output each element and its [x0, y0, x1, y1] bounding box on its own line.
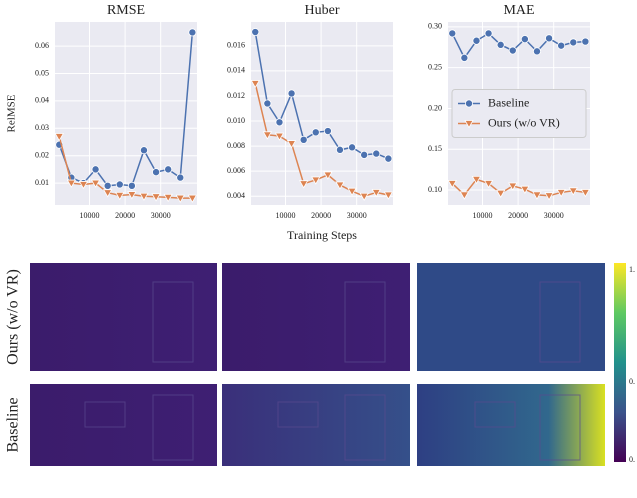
marker — [533, 48, 540, 55]
colorbar-label: 1. — [629, 265, 635, 274]
marker — [449, 30, 456, 37]
colorbar — [614, 263, 626, 462]
y-tick-label: 0.02 — [35, 151, 49, 160]
marker — [177, 174, 184, 181]
x-tick-label: 30000 — [544, 211, 564, 220]
marker — [165, 166, 172, 173]
chart-title: MAE — [503, 3, 534, 18]
y-tick-label: 0.25 — [428, 62, 442, 71]
marker — [582, 38, 589, 45]
y-tick-label: 0.008 — [227, 141, 245, 150]
chart-title: Huber — [305, 3, 340, 18]
chart-title: RMSE — [107, 3, 145, 18]
y-tick-label: 0.016 — [227, 41, 245, 50]
image — [222, 263, 410, 371]
marker — [465, 100, 472, 107]
marker — [373, 150, 380, 157]
y-tick-label: 0.05 — [35, 68, 49, 77]
row-label: Baseline — [5, 397, 22, 452]
x-axis-label: Training Steps — [287, 228, 357, 242]
marker — [252, 28, 259, 35]
marker — [92, 166, 99, 173]
marker — [521, 36, 528, 43]
x-tick-label: 20000 — [311, 211, 331, 220]
error-maps: Ours (w/o VR) Baseline 1. 0. 0. — [5, 263, 635, 466]
marker — [324, 127, 331, 134]
y-tick-label: 0.03 — [35, 123, 49, 132]
x-tick-label: 10000 — [473, 211, 493, 220]
chart: RMSE 0.01 0.02 0.03 0.04 0.05 0.06 10000 20000 30… — [6, 3, 197, 220]
y-tick-label: 0.10 — [428, 185, 442, 194]
marker — [570, 39, 577, 46]
x-tick-label: 20000 — [508, 211, 528, 220]
marker — [128, 182, 135, 189]
marker — [312, 129, 319, 136]
y-tick-label: 0.15 — [428, 144, 442, 153]
x-tick-label: 10000 — [276, 211, 296, 220]
marker — [264, 100, 271, 107]
colorbar-label: 0. — [629, 377, 635, 386]
marker — [461, 54, 468, 61]
x-tick-label: 30000 — [347, 211, 367, 220]
colorbar-label: 0. — [629, 455, 635, 464]
row-label: Ours (w/o VR) — [5, 269, 22, 365]
y-tick-label: 0.006 — [227, 166, 245, 175]
x-tick-label: 30000 — [151, 211, 171, 220]
y-tick-label: 0.20 — [428, 103, 442, 112]
y-tick-label: 0.014 — [227, 66, 245, 75]
y-tick-label: 0.004 — [227, 191, 245, 200]
marker — [485, 30, 492, 37]
marker — [116, 181, 123, 188]
marker — [385, 155, 392, 162]
marker — [288, 90, 295, 97]
image — [417, 384, 605, 466]
marker — [348, 144, 355, 151]
image — [30, 384, 217, 466]
y-tick-label: 0.010 — [227, 116, 245, 125]
y-tick-label: 0.012 — [227, 91, 245, 100]
marker — [336, 146, 343, 153]
y-axis-label: RelMSE — [6, 94, 18, 132]
y-tick-label: 0.04 — [35, 96, 49, 105]
marker — [361, 151, 368, 158]
marker — [300, 136, 307, 143]
legend-label: Ours (w/o VR) — [488, 115, 560, 129]
chart: Huber 0.004 0.006 0.008 0.010 0.012 0.014 0.016… — [227, 3, 393, 242]
x-tick-label: 20000 — [115, 211, 135, 220]
marker — [473, 37, 480, 44]
marker — [140, 147, 147, 154]
x-tick-label: 10000 — [80, 211, 100, 220]
marker — [545, 35, 552, 42]
y-tick-label: 0.30 — [428, 22, 442, 31]
figure: Ours (w/o VR) Baseline 1. 0. 0. RMSE 0.01… — [0, 0, 637, 493]
plot-area — [55, 22, 197, 205]
legend-label: Baseline — [488, 95, 529, 109]
y-tick-label: 0.01 — [35, 178, 49, 187]
chart: MAE 0.10 0.15 0.20 0.25 0.30 10000 20000 30000 Ba… — [428, 3, 590, 220]
marker — [497, 41, 504, 48]
image — [417, 263, 605, 371]
image — [30, 263, 217, 371]
marker — [152, 169, 159, 176]
marker — [509, 47, 516, 54]
marker — [558, 42, 565, 49]
marker — [276, 119, 283, 126]
image — [222, 384, 410, 466]
marker — [104, 182, 111, 189]
marker — [189, 29, 196, 36]
y-tick-label: 0.06 — [35, 41, 49, 50]
